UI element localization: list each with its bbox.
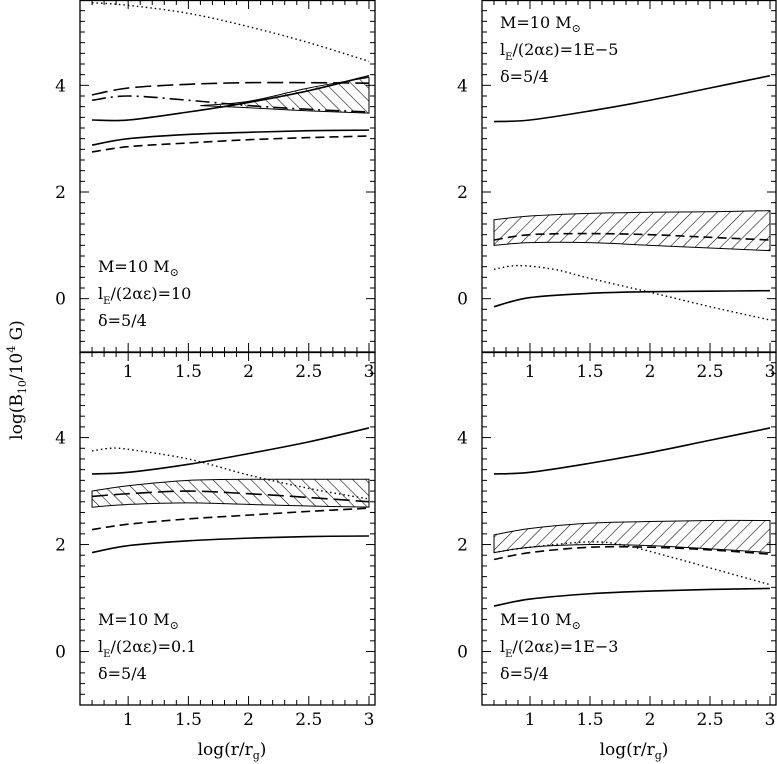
hatched-band	[493, 210, 771, 252]
y-tick-label: 0	[55, 643, 66, 663]
x-tick-label: 2	[645, 362, 656, 382]
panel-annotation: M=10 M⊙ lE/(2αε)=1E−3 δ=5/4	[500, 610, 618, 683]
x-tick-label: 2	[243, 710, 254, 730]
plot-area	[91, 1, 370, 153]
panel-top-right: 1 1.5 2 2.5 3 0 2 4 M=10 M⊙ lE/(2αε)=1E−5 δ=5/4	[457, 0, 777, 382]
series-line-5	[91, 129, 369, 146]
annotation-mass: M=10 M⊙	[500, 610, 581, 632]
annotation-delta: δ=5/4	[98, 311, 147, 330]
y-tick-label: 4	[457, 76, 468, 96]
x-tick-label: 1.5	[175, 710, 202, 730]
annotation-ratio: lE/(2αε)=1E−3	[500, 637, 618, 660]
x-tick-label: 3	[364, 362, 375, 382]
annotation-mass: M=10 M⊙	[98, 610, 179, 632]
x-tick-label: 1.5	[175, 362, 202, 382]
x-tick-label: 1.5	[576, 362, 603, 382]
y-tick-label: 2	[55, 536, 66, 556]
series-line-2	[493, 264, 771, 321]
x-tick-label: 1	[123, 362, 134, 382]
y-tick-label: 4	[457, 429, 468, 449]
annotation-ratio: lE/(2αε)=0.1	[98, 637, 196, 660]
plot-area	[493, 427, 771, 607]
series-line-1	[91, 1, 370, 63]
series-line-2	[92, 427, 370, 475]
hatched-band	[493, 519, 771, 554]
series-line-5	[91, 535, 369, 554]
annotation-delta: δ=5/4	[98, 664, 147, 683]
x-tick-label: 2.5	[295, 710, 322, 730]
series-line-1	[493, 74, 771, 123]
plot-area	[91, 427, 370, 554]
series-line-3	[91, 490, 370, 503]
series-line-4	[92, 74, 370, 122]
panel-bottom-right: 1 1.5 2 2.5 3 0 2 4 M=10 M⊙ lE/(2αε)=1E−3 δ=5/4	[457, 351, 777, 730]
series-line-6	[91, 135, 370, 153]
annotation-ratio: lE/(2αε)=1E−5	[500, 40, 618, 63]
x-tick-label: 1.5	[576, 710, 603, 730]
y-tick-label: 2	[55, 183, 66, 203]
panel-top-left: 1 1.5 2 2.5 3 0 2 4 M=10 M⊙ lE/(2αε)=10 δ=5/4	[55, 0, 376, 382]
series-line-1	[493, 427, 771, 475]
x-tick-label: 2.5	[696, 362, 723, 382]
series-line-4	[493, 587, 771, 607]
series-line-3	[493, 289, 771, 308]
x-tick-label: 3	[765, 362, 776, 382]
y-tick-label: 4	[55, 76, 66, 96]
series-line-3	[493, 545, 771, 561]
series-line-3	[91, 95, 370, 113]
plot-area	[493, 74, 771, 321]
y-tick-label: 2	[457, 536, 468, 556]
panel-annotation: M=10 M⊙ lE/(2αε)=1E−5 δ=5/4	[500, 13, 618, 86]
series-line-2	[493, 541, 771, 586]
series-line-2	[91, 81, 369, 96]
annotation-mass: M=10 M⊙	[500, 13, 581, 35]
series-line-4	[91, 507, 370, 531]
x-tick-label: 1	[525, 362, 536, 382]
annotation-mass: M=10 M⊙	[98, 257, 179, 279]
x-tick-label: 2.5	[696, 710, 723, 730]
annotation-delta: δ=5/4	[500, 664, 549, 683]
y-tick-label: 0	[457, 290, 468, 310]
annotation-ratio: lE/(2αε)=10	[98, 284, 191, 307]
panel-bottom-left: 1 1.5 2 2.5 3 0 2 4 M=10 M⊙ lE/(2αε)=0.1 δ=5/4	[55, 351, 376, 730]
plot-frame	[79, 351, 376, 706]
y-tick-label: 0	[457, 643, 468, 663]
series-line-4	[493, 232, 771, 241]
y-tick-label: 4	[55, 429, 66, 449]
x-axis-title-left: log(r/rg)	[198, 740, 267, 762]
y-tick-label: 0	[55, 290, 66, 310]
y-axis-title: log(B10/104 G)	[5, 320, 29, 440]
x-tick-label: 3	[765, 710, 776, 730]
panel-annotation: M=10 M⊙ lE/(2αε)=0.1 δ=5/4	[98, 610, 196, 683]
x-axis-title-right: log(r/rg)	[600, 740, 669, 762]
x-tick-label: 2	[645, 710, 656, 730]
y-tick-label: 2	[457, 183, 468, 203]
x-tick-label: 2	[243, 362, 254, 382]
x-tick-label: 1	[123, 710, 134, 730]
x-tick-label: 3	[364, 710, 375, 730]
series-line-1	[91, 447, 370, 500]
x-tick-label: 1	[525, 710, 536, 730]
x-tick-label: 2.5	[295, 362, 322, 382]
panel-annotation: M=10 M⊙ lE/(2αε)=10 δ=5/4	[98, 257, 191, 330]
annotation-delta: δ=5/4	[500, 67, 549, 86]
plot-frame	[481, 351, 777, 706]
